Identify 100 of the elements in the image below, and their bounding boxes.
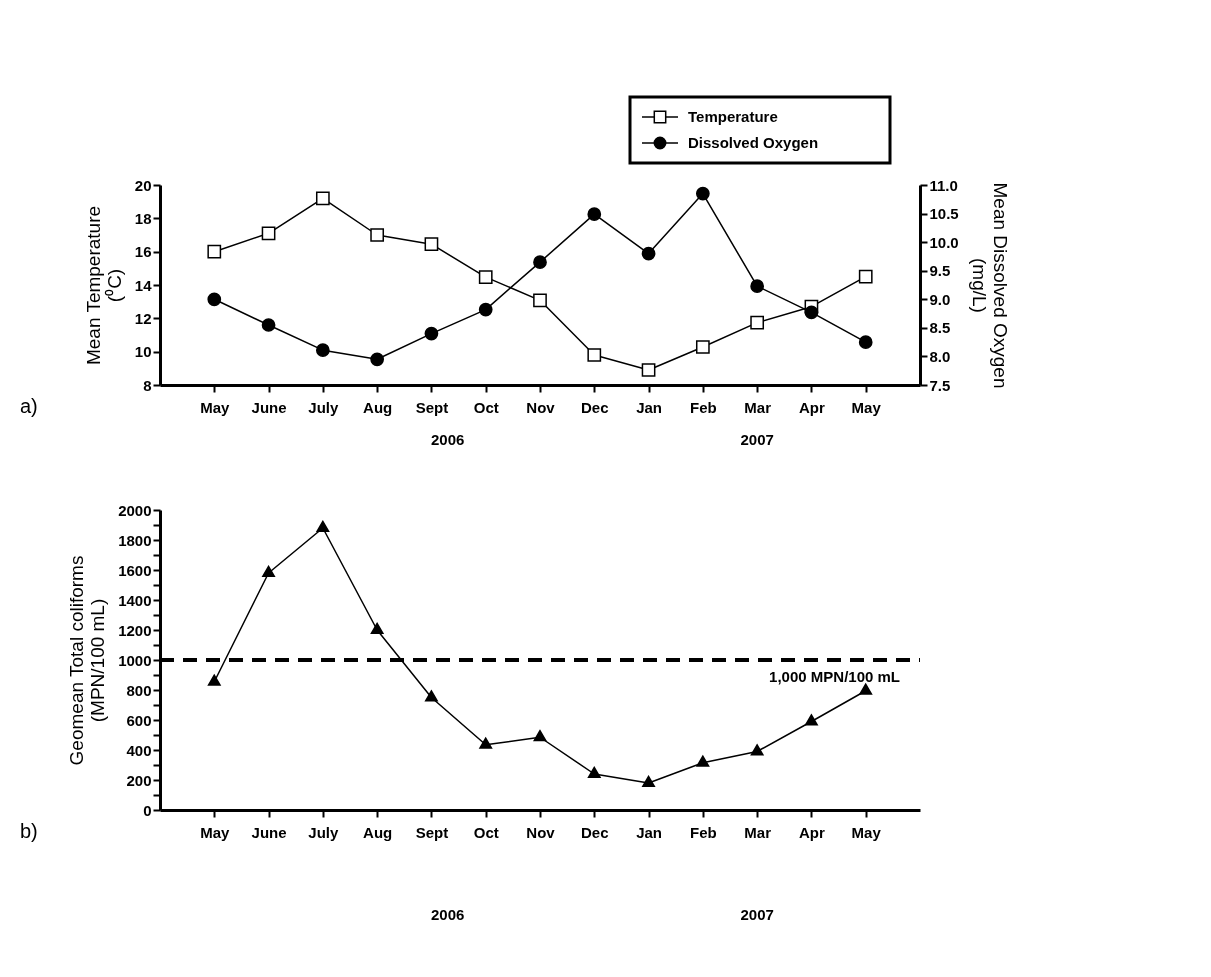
text: 2007 (740, 431, 774, 448)
legend-label: Dissolved Oxygen (688, 134, 819, 151)
y-tick-label: 1800 (118, 531, 152, 549)
y2-tick-label: 9.0 (929, 290, 951, 308)
x-tick-label: Sept (415, 823, 449, 841)
point (641, 363, 656, 377)
x-tick-label: June (251, 823, 287, 841)
point (642, 775, 656, 788)
y-tick-label: 10 (134, 343, 152, 361)
point (695, 340, 710, 354)
y-tick-label: 12 (134, 309, 152, 327)
x-tick-label: July (308, 823, 340, 841)
y-tick-label: 600 (126, 711, 152, 729)
y-tick-label: 1600 (118, 561, 152, 579)
point (587, 348, 602, 362)
point (859, 683, 873, 695)
y2-tick-label: 10.5 (929, 205, 959, 223)
x-tick-label: May (851, 823, 882, 841)
y-axis-title: Mean Temperature (⁰C) (82, 205, 125, 366)
point (858, 335, 873, 349)
y-tick-label: 18 (134, 209, 152, 227)
point (424, 237, 439, 252)
x-tick-label: May (200, 398, 231, 416)
text: a) (20, 395, 38, 417)
point (641, 246, 656, 261)
x-tick-label: Aug (363, 398, 393, 416)
text: 2007 (740, 906, 774, 923)
y-tick-label: 800 (126, 681, 152, 699)
point (533, 255, 547, 269)
y-tick-label: 1200 (118, 621, 152, 639)
y2-axis-title: Mean Dissolved Oxygen (mg/L) (968, 182, 1011, 389)
x-tick-label: Dec (581, 823, 609, 841)
x-tick-label: Jan (636, 823, 662, 841)
point (261, 226, 276, 241)
point (750, 279, 765, 293)
point (858, 269, 873, 284)
point (695, 186, 710, 201)
point (207, 292, 222, 307)
point (261, 318, 276, 332)
point (262, 565, 276, 578)
point (424, 326, 439, 341)
point (533, 729, 547, 742)
y-tick-label: 400 (126, 741, 152, 759)
point (207, 674, 221, 686)
y-tick-label: 1000 (118, 651, 152, 669)
text: 2006 (431, 431, 465, 448)
x-tick-label: Sept (415, 398, 449, 416)
point (750, 744, 764, 756)
x-tick-label: Mar (744, 823, 772, 841)
x-tick-label: Apr (799, 823, 825, 841)
y-tick-label: 14 (134, 276, 153, 294)
point (424, 690, 438, 702)
point (370, 352, 385, 367)
point (587, 207, 602, 221)
y2-tick-label: 8.5 (929, 319, 951, 337)
point (533, 293, 547, 308)
point (478, 302, 493, 317)
y-tick-label: 20 (134, 176, 152, 194)
point (804, 305, 819, 320)
point (370, 228, 385, 242)
point (696, 755, 710, 767)
text: 2006 (431, 906, 465, 923)
x-tick-label: Nov (526, 398, 556, 416)
y-tick-label: 8 (143, 376, 152, 394)
ref-line-label: 1,000 MPN/100 mL (769, 668, 900, 685)
text: b) (20, 820, 38, 842)
y-tick-label: 2000 (118, 501, 152, 519)
x-tick-label: Aug (363, 823, 393, 841)
x-tick-label: June (251, 398, 287, 416)
x-tick-label: Feb (690, 823, 717, 841)
point (207, 244, 222, 259)
x-tick-label: Nov (526, 823, 556, 841)
y-tick-label: 200 (126, 771, 152, 789)
legend-label: Temperature (688, 108, 778, 125)
x-tick-label: Feb (690, 398, 717, 416)
point (315, 191, 330, 206)
point (316, 520, 330, 533)
x-tick-label: Dec (581, 398, 609, 416)
y-tick-label: 16 (134, 243, 152, 261)
y2-tick-label: 9.5 (929, 262, 951, 280)
x-tick-label: Jan (636, 398, 662, 416)
y-tick-label: 0 (143, 801, 152, 819)
point (804, 714, 818, 726)
point (370, 622, 384, 635)
x-tick-label: Oct (473, 823, 499, 841)
point (478, 270, 493, 285)
x-tick-label: Oct (473, 398, 499, 416)
y2-tick-label: 8.0 (929, 347, 951, 365)
x-tick-label: Apr (799, 398, 825, 416)
point (587, 766, 601, 779)
x-tick-label: May (851, 398, 882, 416)
x-tick-label: May (200, 823, 231, 841)
y-axis-title: Geomean Total coliforms (MPN/100 mL) (66, 555, 109, 766)
x-tick-label: Mar (744, 398, 772, 416)
y2-tick-label: 11.0 (929, 176, 958, 194)
point (479, 737, 493, 749)
y2-tick-label: 10.0 (929, 233, 959, 251)
point (315, 343, 330, 357)
y-tick-label: 1400 (118, 591, 152, 609)
y2-tick-label: 7.5 (929, 376, 951, 394)
